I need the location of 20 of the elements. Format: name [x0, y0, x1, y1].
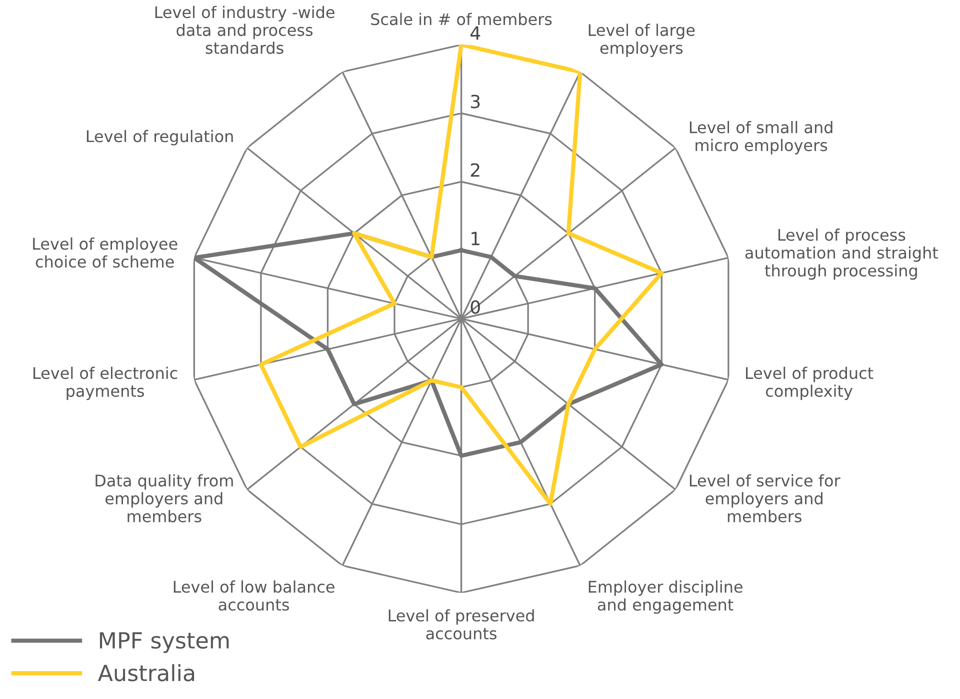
spoke-label: Level of employee choice of scheme [33, 237, 178, 268]
spoke-label: Employer discipline and engagement [588, 580, 742, 614]
spoke-label: Level of preserved accounts [388, 609, 534, 640]
spoke-label: Level of electronic payments [34, 366, 178, 400]
legend-label: Australia [98, 664, 194, 682]
spoke-label: Level of low balance accounts [174, 580, 334, 611]
spoke-label: Level of industry -wide data and process standards [155, 6, 334, 54]
spoke-label: Scale in # of members [371, 12, 552, 26]
y-tick-label: 2 [470, 163, 480, 177]
spoke-label: Level of large employers [588, 24, 695, 58]
spoke-label: Level of small and micro employers [690, 120, 832, 154]
y-tick-label: 1 [472, 232, 480, 246]
spoke-label: Level of regulation [86, 130, 233, 146]
legend-label: MPF system [100, 632, 229, 654]
spoke-label: Level of product complexity [746, 366, 874, 400]
y-tick-label: 3 [470, 94, 480, 108]
spoke-label: Level of process automation and straight through processing [745, 228, 938, 280]
y-tick-label: 4 [470, 26, 480, 40]
spoke-label: Data quality from employers and members [96, 474, 233, 522]
spoke-label: Level of service for employers and members [690, 474, 840, 522]
